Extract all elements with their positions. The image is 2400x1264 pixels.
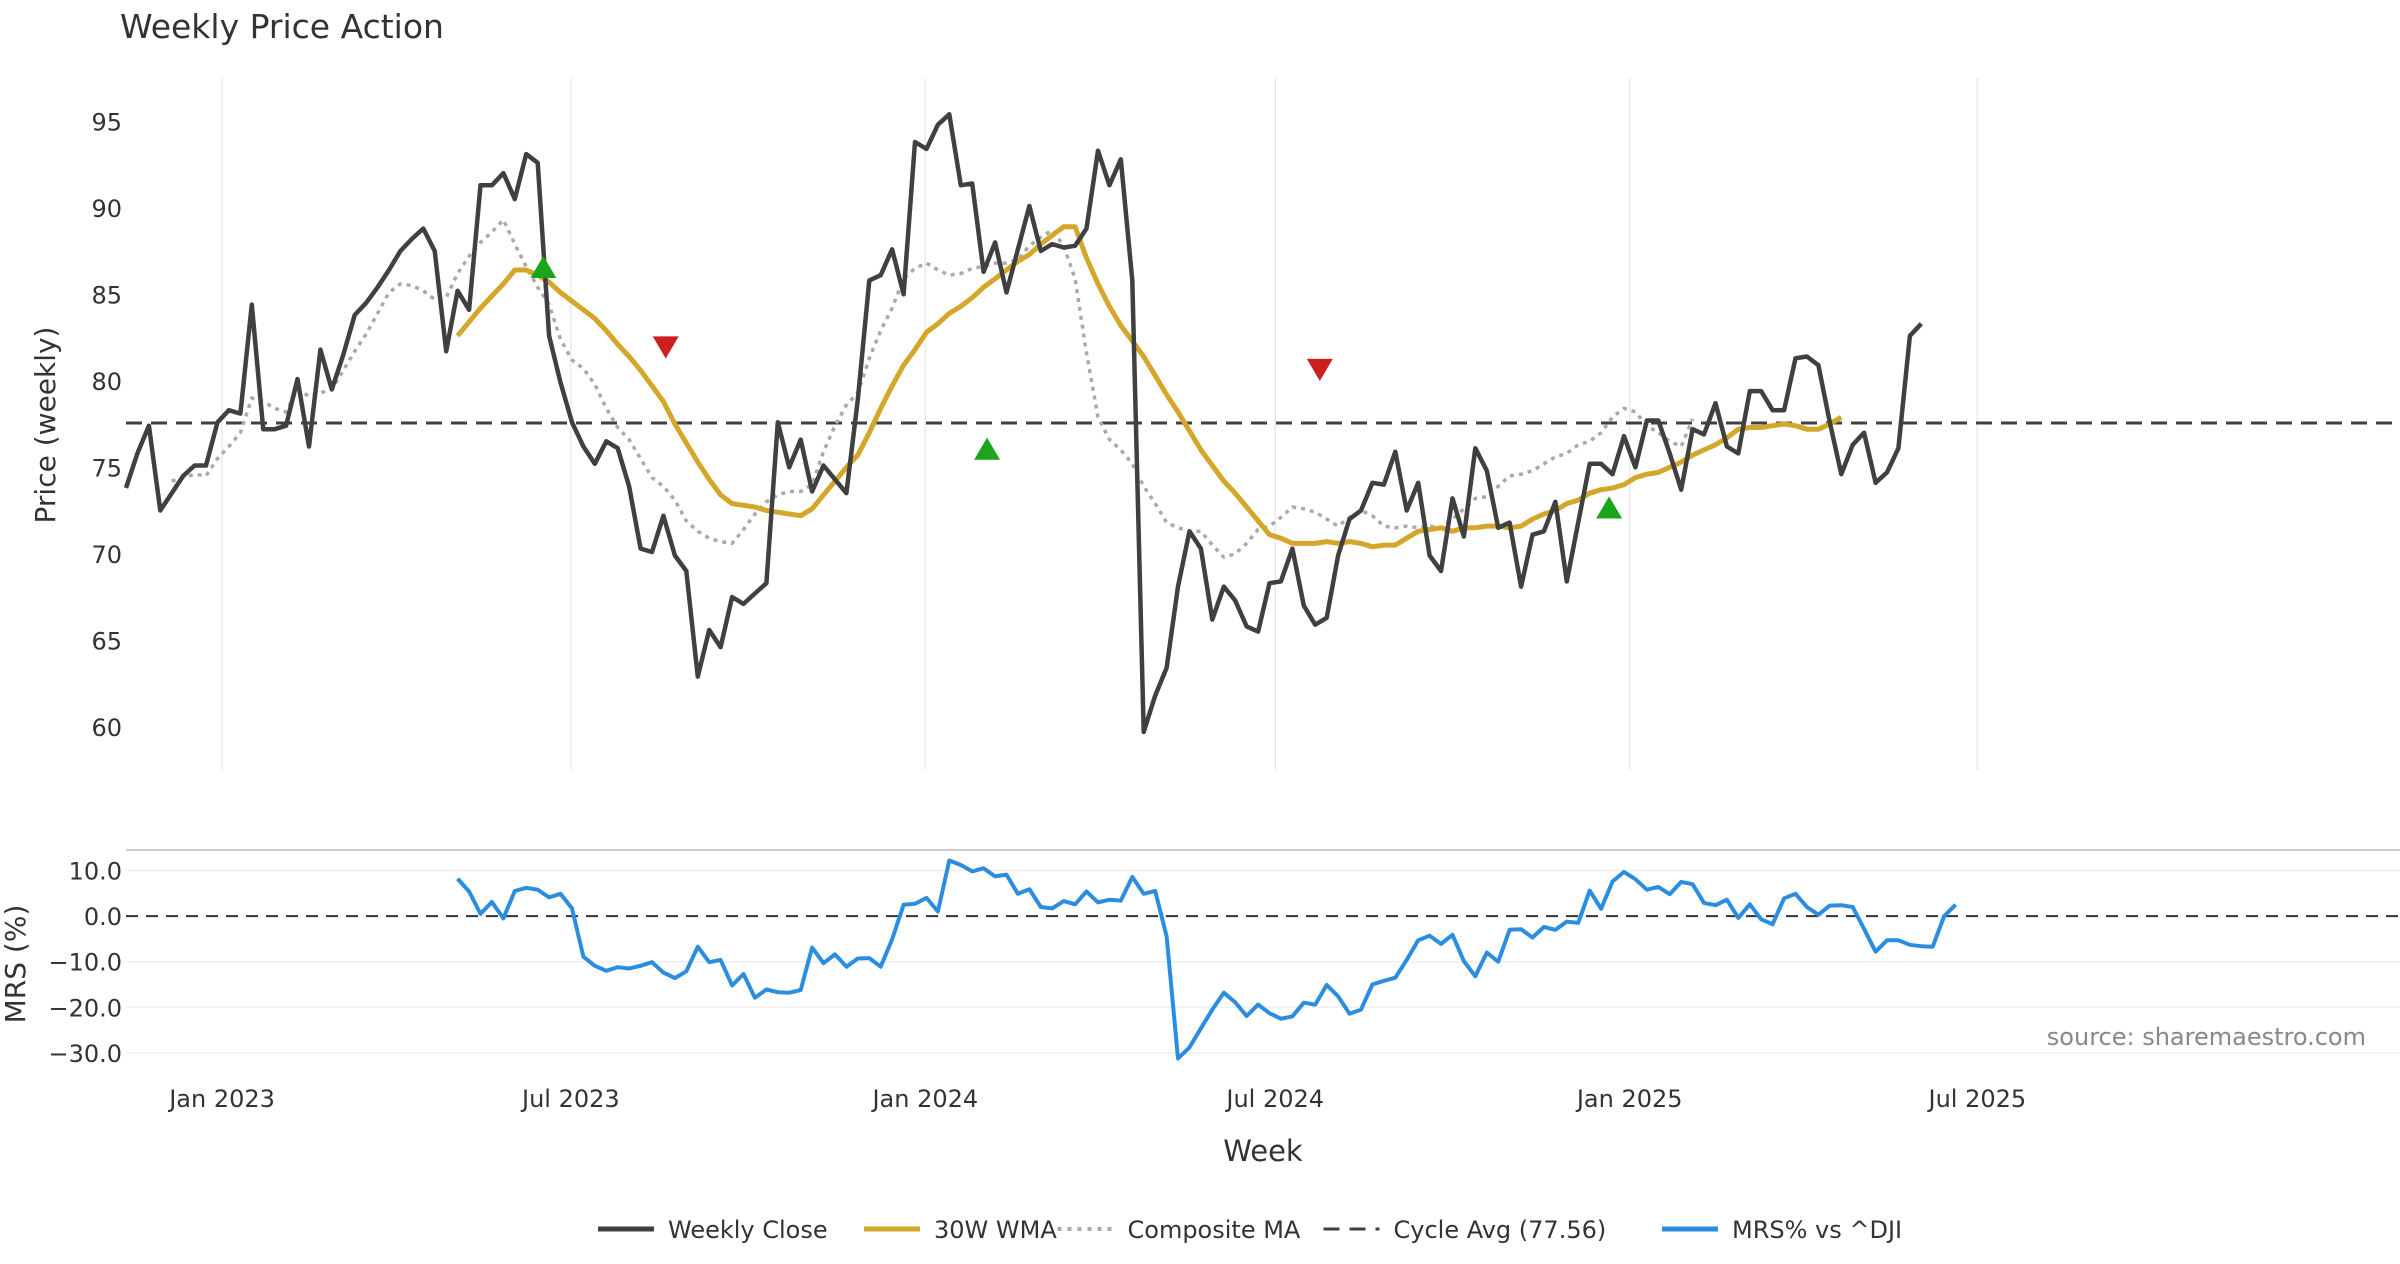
price-y-tick-label: 95: [91, 108, 122, 136]
legend-item-weekly-close: Weekly Close: [598, 1216, 828, 1244]
mrs-line: [456, 858, 1958, 1061]
price-y-tick-label: 90: [91, 195, 122, 223]
mrs-y-tick-label: −30.0: [48, 1040, 122, 1068]
price-y-tick-label: 80: [91, 368, 122, 396]
x-tick-label: Jan 2023: [167, 1085, 275, 1113]
buy-signal-marker: [1596, 496, 1623, 519]
x-tick-label: Jan 2025: [1575, 1085, 1683, 1113]
price-y-tick-label: 75: [91, 454, 122, 482]
legend-label: 30W WMA: [934, 1216, 1057, 1244]
mrs-y-axis-label: MRS (%): [0, 905, 32, 1024]
price-y-ticks: 60 65 70 75 80 85 90 95: [91, 108, 122, 742]
x-axis-ticks: Jan 2023 Jul 2023 Jan 2024 Jul 2024 Jan 2025…: [167, 1085, 2026, 1113]
price-y-axis-label: Price (weekly): [29, 327, 62, 524]
wma-30w-line: [455, 224, 1843, 550]
x-tick-label: Jan 2024: [870, 1085, 978, 1113]
legend-item-mrs-vs-dji: MRS% vs ^DJI: [1662, 1216, 1902, 1244]
chart-title: Weekly Price Action: [120, 7, 444, 46]
legend-item-30w-wma: 30W WMA: [864, 1216, 1057, 1244]
signal-markers: [530, 255, 1623, 519]
weekly-close-line: [123, 112, 1923, 735]
mrs-y-tick-label: 0.0: [84, 903, 122, 931]
price-y-tick-label: 60: [91, 714, 122, 742]
mrs-y-tick-label: 10.0: [69, 858, 122, 886]
buy-signal-marker: [974, 437, 1001, 460]
mrs-y-tick-label: −10.0: [48, 949, 122, 977]
legend-label: MRS% vs ^DJI: [1732, 1216, 1902, 1244]
legend-label: Composite MA: [1128, 1216, 1301, 1244]
price-y-tick-label: 70: [91, 541, 122, 569]
source-annotation: source: sharemaestro.com: [2047, 1023, 2366, 1051]
mrs-y-ticks: 10.0 0.0 −10.0 −20.0 −30.0: [48, 858, 122, 1068]
price-y-tick-label: 85: [91, 281, 122, 309]
mrs-y-tick-label: −20.0: [48, 994, 122, 1022]
buy-signal-marker: [530, 255, 557, 279]
x-tick-label: Jul 2023: [520, 1085, 620, 1113]
sell-signal-marker: [1306, 358, 1333, 381]
legend-label: Weekly Close: [668, 1216, 828, 1244]
x-axis-label: Week: [1223, 1134, 1303, 1168]
price-y-tick-label: 65: [91, 627, 122, 655]
legend-label: Cycle Avg (77.56): [1394, 1216, 1607, 1244]
legend-item-cycle-avg-77-56: Cycle Avg (77.56): [1323, 1216, 1607, 1244]
legend-item-composite-ma: Composite MA: [1057, 1216, 1301, 1244]
x-tick-label: Jul 2025: [1926, 1085, 2026, 1113]
x-tick-label: Jul 2024: [1224, 1085, 1324, 1113]
legend: Weekly Close 30W WMA Composite MA Cycle Avg…: [598, 1216, 1902, 1244]
mrs-gridlines: [126, 869, 2400, 1054]
sell-signal-marker: [652, 336, 679, 359]
